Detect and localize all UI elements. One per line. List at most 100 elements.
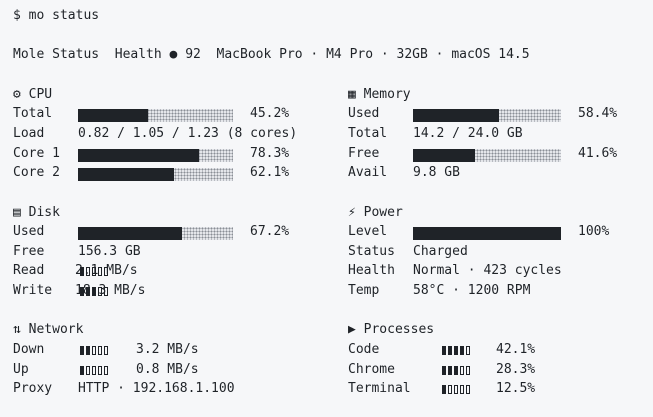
processes-heading: ▶ Processes — [348, 320, 434, 340]
power-heading: ⚡ Power — [348, 203, 403, 223]
row-value: 14.2 / 24.0 GB — [413, 125, 523, 141]
section-title: Network — [28, 322, 84, 338]
level-cell — [104, 365, 108, 375]
row-label: Used — [348, 106, 380, 122]
memory-icon: ▦ — [348, 86, 356, 102]
memory-heading: ▦ Memory — [348, 85, 411, 105]
app-title: Mole Status — [13, 47, 100, 62]
disk-heading: ▤ Disk — [13, 203, 60, 223]
level-cell — [460, 385, 464, 395]
usage-bar-fill — [413, 227, 561, 241]
row-label: Total — [13, 106, 53, 122]
usage-bar — [78, 148, 233, 162]
row-label: Health — [348, 263, 395, 279]
row-value: 156.3 GB — [78, 243, 141, 259]
row-label: Read — [13, 263, 45, 279]
level-cell — [80, 287, 84, 297]
usage-bar — [78, 109, 233, 123]
level-cell — [86, 267, 90, 277]
power-row-level: Level 100% — [348, 222, 648, 242]
level-meter — [80, 267, 108, 277]
level-cell — [92, 346, 96, 356]
network-row-proxy: Proxy HTTP · 192.168.1.100 — [13, 379, 313, 399]
usage-bar — [413, 109, 561, 123]
row-label: Code — [348, 342, 380, 358]
gear-icon: ⚙ — [13, 86, 21, 102]
level-cell — [442, 346, 446, 356]
disk-row-write: Write 18.3 MB/s — [13, 281, 313, 301]
cpu-row-core-2: Core 2 62.1% — [13, 163, 313, 183]
level-cell — [92, 287, 96, 297]
row-label: Core 2 — [13, 165, 60, 181]
arrows-updown-icon: ⇅ — [13, 322, 21, 338]
disk-icon: ▤ — [13, 204, 21, 220]
command-prompt: $ mo status — [13, 8, 100, 23]
usage-bar — [413, 148, 561, 162]
row-value: 0.8 MB/s — [136, 361, 199, 377]
row-value: 9.8 GB — [413, 165, 460, 181]
row-label: Avail — [348, 165, 388, 181]
usage-bar-fill — [78, 168, 175, 182]
level-meter — [80, 287, 108, 297]
section-title: Disk — [28, 204, 60, 220]
memory-row-free: Free 41.6% — [348, 144, 648, 164]
usage-bar — [413, 227, 561, 241]
level-meter — [80, 365, 108, 375]
lightning-icon: ⚡ — [348, 204, 356, 220]
row-value: Normal · 423 cycles — [413, 263, 562, 279]
level-cell — [460, 346, 464, 356]
usage-bar-fill — [78, 109, 149, 123]
row-label: Total — [348, 125, 388, 141]
power-row-status: Status Charged — [348, 242, 648, 262]
row-label: Temp — [348, 283, 380, 299]
level-cell — [442, 385, 446, 395]
level-cell — [98, 287, 102, 297]
level-cell — [104, 287, 108, 297]
level-cell — [466, 365, 470, 375]
power-row-health: Health Normal · 423 cycles — [348, 261, 648, 281]
level-cell — [104, 267, 108, 277]
row-value: 78.3% — [250, 145, 290, 161]
cpu-heading: ⚙ CPU — [13, 85, 52, 105]
level-cell — [460, 365, 464, 375]
row-label: Up — [13, 361, 29, 377]
memory-row-used: Used 58.4% — [348, 104, 648, 124]
memory-row-avail: Avail 9.8 GB — [348, 163, 648, 183]
row-label: Level — [348, 224, 388, 240]
row-label: Down — [13, 342, 45, 358]
level-cell — [86, 287, 90, 297]
usage-bar — [78, 227, 233, 241]
row-label: Proxy — [13, 381, 53, 397]
row-value: 58.4% — [578, 106, 618, 122]
row-value: 2.1 MB/s — [75, 263, 138, 279]
row-label: Chrome — [348, 361, 395, 377]
memory-row-total: Total 14.2 / 24.0 GB — [348, 124, 648, 144]
device-info: MacBook Pro · M4 Pro · 32GB · macOS 14.5 — [216, 47, 530, 62]
section-title: CPU — [28, 86, 53, 102]
cpu-row-total: Total 45.2% — [13, 104, 313, 124]
status-header: Mole Status Health ● 92 MacBook Pro · M4… — [13, 45, 530, 65]
level-cell — [98, 346, 102, 356]
level-cell — [448, 365, 452, 375]
disk-row-read: Read 2.1 MB/s — [13, 261, 313, 281]
usage-bar-fill — [78, 227, 183, 241]
row-label: Free — [348, 145, 380, 161]
level-cell — [98, 365, 102, 375]
network-row-up: Up 0.8 MB/s — [13, 360, 313, 380]
row-label: Core 1 — [13, 145, 60, 161]
row-label: Load — [13, 125, 45, 141]
network-heading: ⇅ Network — [13, 320, 83, 340]
cpu-row-load: Load 0.82 / 1.05 / 1.23 (8 cores) — [13, 124, 313, 144]
level-cell — [80, 365, 84, 375]
level-cell — [454, 346, 458, 356]
cpu-row-core-1: Core 1 78.3% — [13, 144, 313, 164]
usage-bar-fill — [413, 109, 500, 123]
processes-row-terminal: Terminal 12.5% — [348, 379, 648, 399]
row-label: Terminal — [348, 381, 411, 397]
level-cell — [442, 365, 446, 375]
level-meter — [442, 385, 470, 395]
level-meter — [442, 365, 470, 375]
row-value: Charged — [413, 243, 468, 259]
usage-bar-fill — [413, 148, 475, 162]
level-cell — [448, 346, 452, 356]
